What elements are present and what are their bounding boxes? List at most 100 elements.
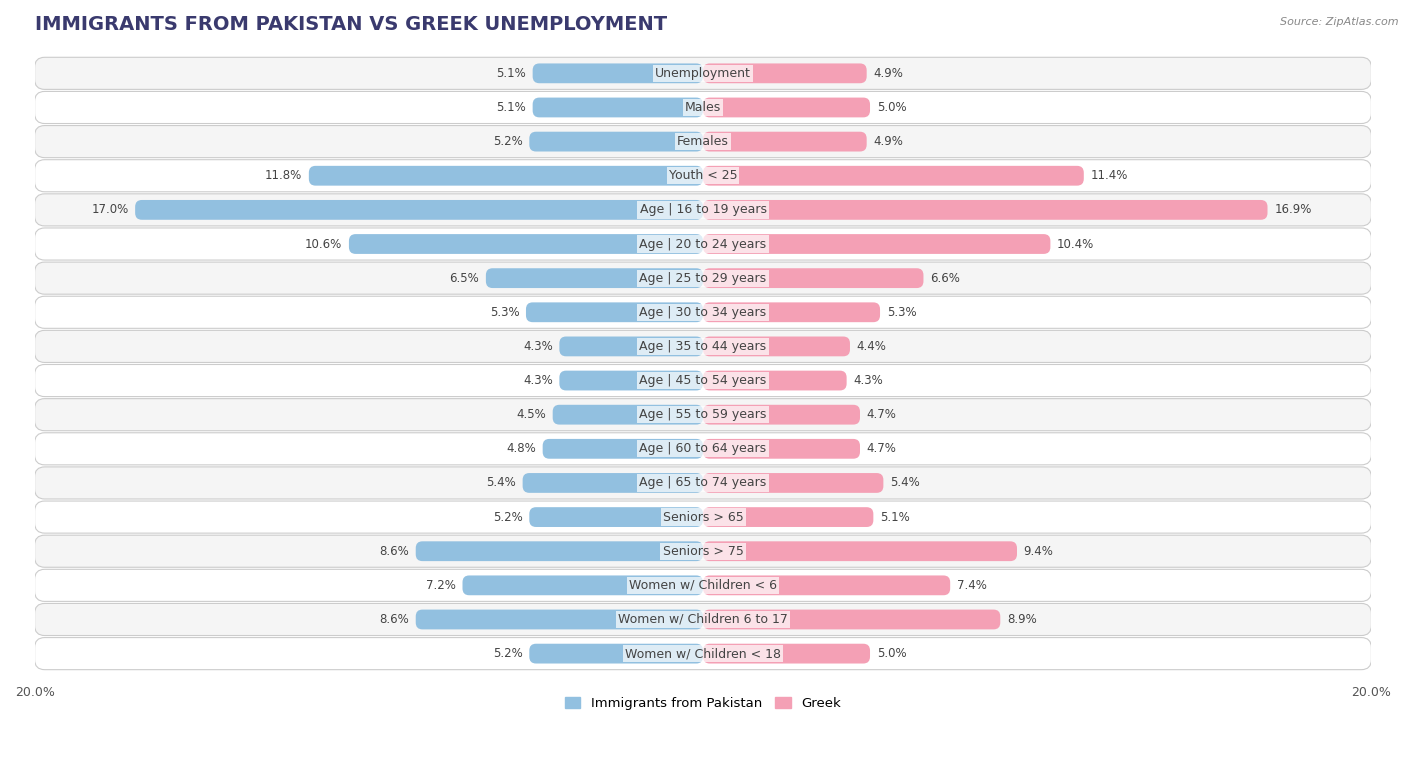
Text: 5.2%: 5.2%: [494, 647, 523, 660]
FancyBboxPatch shape: [560, 371, 703, 391]
Text: 4.8%: 4.8%: [506, 442, 536, 455]
Text: 4.3%: 4.3%: [523, 374, 553, 387]
FancyBboxPatch shape: [309, 166, 703, 185]
Text: Women w/ Children < 6: Women w/ Children < 6: [628, 579, 778, 592]
Text: Age | 35 to 44 years: Age | 35 to 44 years: [640, 340, 766, 353]
Text: 5.1%: 5.1%: [496, 101, 526, 114]
Text: 8.6%: 8.6%: [380, 613, 409, 626]
FancyBboxPatch shape: [553, 405, 703, 425]
FancyBboxPatch shape: [35, 399, 1371, 431]
FancyBboxPatch shape: [35, 228, 1371, 260]
FancyBboxPatch shape: [703, 541, 1017, 561]
Text: 5.0%: 5.0%: [877, 647, 907, 660]
FancyBboxPatch shape: [703, 166, 1084, 185]
Text: 6.5%: 6.5%: [450, 272, 479, 285]
FancyBboxPatch shape: [703, 268, 924, 288]
FancyBboxPatch shape: [463, 575, 703, 595]
FancyBboxPatch shape: [529, 643, 703, 664]
Text: 4.7%: 4.7%: [866, 442, 897, 455]
FancyBboxPatch shape: [703, 98, 870, 117]
Text: 7.2%: 7.2%: [426, 579, 456, 592]
FancyBboxPatch shape: [35, 330, 1371, 363]
Text: Females: Females: [678, 135, 728, 148]
FancyBboxPatch shape: [533, 98, 703, 117]
FancyBboxPatch shape: [349, 234, 703, 254]
Text: 16.9%: 16.9%: [1274, 204, 1312, 217]
FancyBboxPatch shape: [703, 643, 870, 664]
FancyBboxPatch shape: [35, 58, 1371, 89]
FancyBboxPatch shape: [35, 365, 1371, 397]
FancyBboxPatch shape: [416, 541, 703, 561]
FancyBboxPatch shape: [560, 337, 703, 357]
Text: 4.5%: 4.5%: [516, 408, 546, 421]
Text: 10.6%: 10.6%: [305, 238, 342, 251]
FancyBboxPatch shape: [703, 371, 846, 391]
FancyBboxPatch shape: [35, 433, 1371, 465]
FancyBboxPatch shape: [135, 200, 703, 220]
Text: 5.1%: 5.1%: [496, 67, 526, 79]
Text: Age | 65 to 74 years: Age | 65 to 74 years: [640, 476, 766, 490]
Text: Unemployment: Unemployment: [655, 67, 751, 79]
Text: Youth < 25: Youth < 25: [669, 170, 737, 182]
FancyBboxPatch shape: [35, 501, 1371, 533]
Text: 5.2%: 5.2%: [494, 135, 523, 148]
FancyBboxPatch shape: [523, 473, 703, 493]
Text: 5.0%: 5.0%: [877, 101, 907, 114]
Text: 17.0%: 17.0%: [91, 204, 128, 217]
FancyBboxPatch shape: [416, 609, 703, 629]
FancyBboxPatch shape: [703, 473, 883, 493]
Text: 6.6%: 6.6%: [931, 272, 960, 285]
FancyBboxPatch shape: [35, 126, 1371, 157]
Text: 5.4%: 5.4%: [486, 476, 516, 490]
Text: Seniors > 75: Seniors > 75: [662, 545, 744, 558]
FancyBboxPatch shape: [529, 507, 703, 527]
FancyBboxPatch shape: [486, 268, 703, 288]
FancyBboxPatch shape: [703, 302, 880, 322]
FancyBboxPatch shape: [526, 302, 703, 322]
Text: 11.4%: 11.4%: [1091, 170, 1128, 182]
FancyBboxPatch shape: [35, 569, 1371, 601]
FancyBboxPatch shape: [35, 262, 1371, 294]
Text: 5.3%: 5.3%: [887, 306, 917, 319]
Text: 5.2%: 5.2%: [494, 510, 523, 524]
Text: Age | 45 to 54 years: Age | 45 to 54 years: [640, 374, 766, 387]
Text: 8.9%: 8.9%: [1007, 613, 1036, 626]
Text: 4.3%: 4.3%: [523, 340, 553, 353]
FancyBboxPatch shape: [35, 194, 1371, 226]
FancyBboxPatch shape: [543, 439, 703, 459]
FancyBboxPatch shape: [703, 200, 1268, 220]
FancyBboxPatch shape: [533, 64, 703, 83]
Text: Women w/ Children 6 to 17: Women w/ Children 6 to 17: [619, 613, 787, 626]
Text: 11.8%: 11.8%: [264, 170, 302, 182]
FancyBboxPatch shape: [703, 337, 851, 357]
FancyBboxPatch shape: [35, 160, 1371, 192]
FancyBboxPatch shape: [529, 132, 703, 151]
Text: 7.4%: 7.4%: [957, 579, 987, 592]
Text: Age | 30 to 34 years: Age | 30 to 34 years: [640, 306, 766, 319]
FancyBboxPatch shape: [703, 609, 1000, 629]
FancyBboxPatch shape: [703, 64, 866, 83]
Text: Age | 55 to 59 years: Age | 55 to 59 years: [640, 408, 766, 421]
FancyBboxPatch shape: [703, 405, 860, 425]
FancyBboxPatch shape: [703, 439, 860, 459]
Text: 10.4%: 10.4%: [1057, 238, 1094, 251]
Text: 4.4%: 4.4%: [856, 340, 887, 353]
Text: 4.9%: 4.9%: [873, 67, 903, 79]
Text: Source: ZipAtlas.com: Source: ZipAtlas.com: [1281, 17, 1399, 26]
FancyBboxPatch shape: [35, 467, 1371, 499]
Text: Age | 20 to 24 years: Age | 20 to 24 years: [640, 238, 766, 251]
Text: Women w/ Children < 18: Women w/ Children < 18: [626, 647, 780, 660]
Text: 5.1%: 5.1%: [880, 510, 910, 524]
FancyBboxPatch shape: [35, 296, 1371, 329]
Legend: Immigrants from Pakistan, Greek: Immigrants from Pakistan, Greek: [560, 691, 846, 715]
Text: Seniors > 65: Seniors > 65: [662, 510, 744, 524]
Text: 4.3%: 4.3%: [853, 374, 883, 387]
Text: 5.4%: 5.4%: [890, 476, 920, 490]
FancyBboxPatch shape: [35, 92, 1371, 123]
Text: 5.3%: 5.3%: [489, 306, 519, 319]
Text: IMMIGRANTS FROM PAKISTAN VS GREEK UNEMPLOYMENT: IMMIGRANTS FROM PAKISTAN VS GREEK UNEMPL…: [35, 15, 666, 34]
FancyBboxPatch shape: [703, 132, 866, 151]
Text: Age | 60 to 64 years: Age | 60 to 64 years: [640, 442, 766, 455]
FancyBboxPatch shape: [35, 603, 1371, 636]
Text: 4.7%: 4.7%: [866, 408, 897, 421]
